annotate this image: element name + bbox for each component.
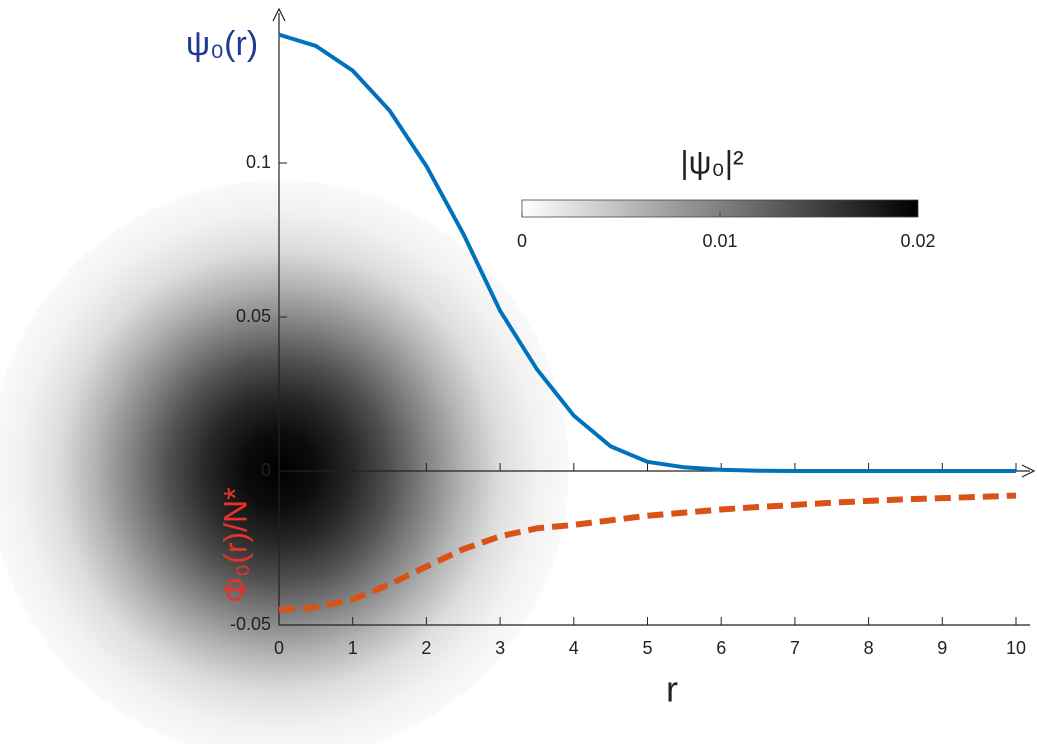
colorbar-label: |ψ₀|² [680,144,744,180]
colorbar-tick-label: 0.02 [900,231,935,251]
y2-axis-label: Φ₀(r)/N* [217,487,253,602]
x-axis-label: r [666,669,678,710]
y-axis-arrow [272,7,286,22]
x-tick-label: 0 [274,638,284,658]
colorbar-tick-label: 0 [517,231,527,251]
series-line [278,492,1017,613]
y-tick-label: 0.05 [236,306,271,326]
x-tick-label: 10 [1006,638,1026,658]
x-tick-label: 1 [348,638,358,658]
colorbar-tick-label: 0.01 [702,231,737,251]
x-tick-label: 4 [569,638,579,658]
x-tick-label: 2 [421,638,431,658]
x-tick-label: 8 [864,638,874,658]
y-tick-label: -0.05 [230,614,271,634]
y-axis-label: ψ₀(r) [186,25,258,63]
x-axis-arrow [1021,464,1036,478]
x-tick-label: 9 [937,638,947,658]
density-image [0,180,569,744]
x-tick-label: 5 [642,638,652,658]
x-tick-label: 3 [495,638,505,658]
series-line [278,32,1016,473]
x-tick-label: 6 [716,638,726,658]
x-tick-label: 7 [790,638,800,658]
y-tick-label: 0.1 [246,152,271,172]
y-tick-label: 0 [261,460,271,480]
